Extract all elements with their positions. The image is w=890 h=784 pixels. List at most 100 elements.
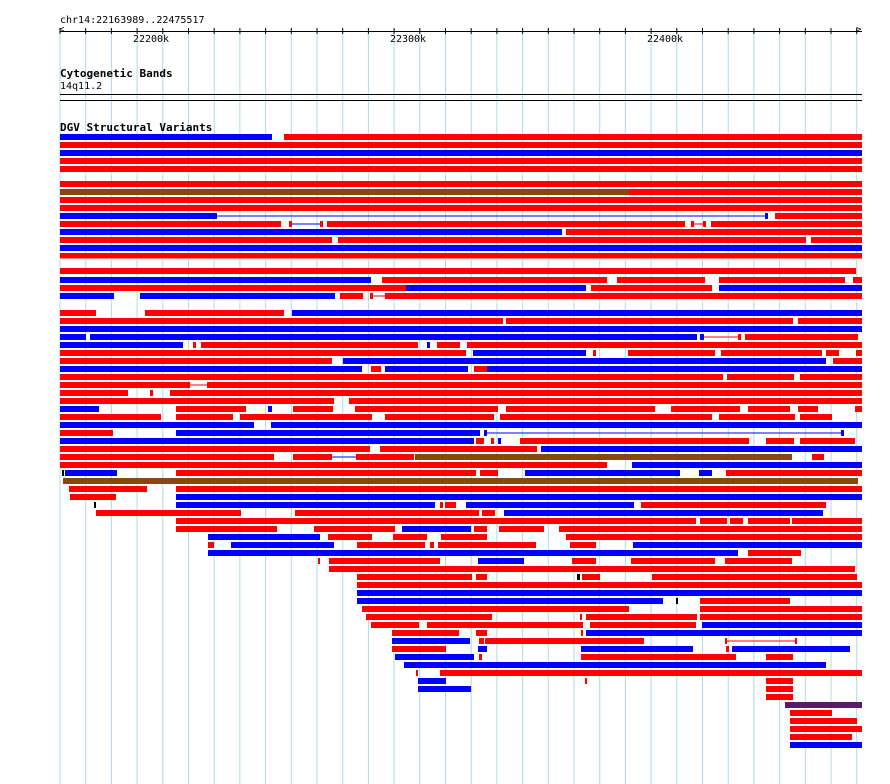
gain-variant <box>176 494 862 500</box>
loss-variant <box>176 518 696 524</box>
loss-variant <box>380 446 537 452</box>
loss-variant <box>371 622 419 628</box>
loss-variant <box>356 454 414 460</box>
loss-variant <box>725 558 792 564</box>
loss-variant <box>474 526 487 532</box>
loss-variant <box>500 414 712 420</box>
loss-variant <box>730 518 743 524</box>
gain-variant <box>484 430 487 436</box>
loss-variant <box>362 606 629 612</box>
loss-variant <box>766 694 793 700</box>
loss-variant <box>150 390 153 396</box>
gain-variant <box>699 470 712 476</box>
ruler-tick-label-22300k: 22300k <box>389 34 427 45</box>
loss-variant <box>440 502 443 508</box>
cytoband-line-top[interactable] <box>60 94 862 95</box>
loss-variant <box>719 414 795 420</box>
loss-variant <box>795 638 797 644</box>
gain-variant <box>541 446 862 452</box>
loss-variant <box>60 181 862 187</box>
loss-variant <box>366 614 492 620</box>
gain-variant <box>404 662 826 668</box>
gain-variant <box>65 470 117 476</box>
cytoband-line-bottom[interactable] <box>60 100 862 101</box>
loss-variant <box>711 221 862 227</box>
ruler-right-arrow[interactable]: > <box>856 25 862 35</box>
gain-variant <box>719 285 862 291</box>
gain-variant <box>498 438 501 444</box>
loss-variant <box>631 558 715 564</box>
loss-variant <box>775 213 862 219</box>
loss-variant <box>480 470 498 476</box>
loss-variant <box>355 406 498 412</box>
loss-variant <box>853 277 862 283</box>
loss-variant <box>700 598 790 604</box>
loss-variant <box>60 430 113 436</box>
loss-variant <box>476 438 484 444</box>
gain-variant <box>633 542 862 548</box>
dgv-track-title: DGV Structural Variants <box>60 121 213 134</box>
gain-variant <box>60 150 862 156</box>
loss-variant <box>476 630 487 636</box>
loss-variant <box>766 438 794 444</box>
gain-variant <box>504 510 823 516</box>
loss-variant <box>329 566 566 572</box>
loss-variant <box>719 277 845 283</box>
loss-variant <box>60 166 862 172</box>
gain-variant <box>60 293 114 299</box>
gain-variant <box>418 686 471 692</box>
loss-variant <box>691 221 694 227</box>
loss-variant <box>60 158 862 164</box>
gain-variant <box>60 422 254 428</box>
loss-variant <box>628 350 715 356</box>
inversion-variant <box>415 454 792 460</box>
loss-variant <box>357 542 425 548</box>
loss-variant <box>726 646 729 652</box>
ruler-tick-label-22200k: 22200k <box>132 34 170 45</box>
loss-variant <box>766 654 793 660</box>
loss-variant <box>629 189 862 195</box>
loss-variant <box>293 406 333 412</box>
gain-variant <box>271 422 862 428</box>
variant-marker <box>577 574 580 580</box>
loss-variant <box>193 342 196 348</box>
loss-variant <box>570 542 596 548</box>
loss-variant <box>201 342 418 348</box>
inversion-variant <box>60 189 629 195</box>
gain-variant <box>343 358 826 364</box>
inversion-variant <box>63 478 858 484</box>
gain-variant <box>841 430 844 436</box>
loss-variant <box>582 574 600 580</box>
loss-variant <box>293 454 332 460</box>
loss-variant <box>467 342 862 348</box>
loss-variant <box>700 614 862 620</box>
gain-variant <box>208 550 738 556</box>
loss-variant <box>800 374 862 380</box>
ruler-left-arrow[interactable]: < <box>59 25 65 35</box>
loss-variant <box>586 614 697 620</box>
loss-variant <box>826 350 839 356</box>
gain-variant <box>60 245 862 251</box>
gain-variant <box>427 342 430 348</box>
gain-variant <box>60 438 474 444</box>
loss-variant <box>479 638 484 644</box>
loss-variant <box>445 502 456 508</box>
loss-variant <box>418 462 607 468</box>
loss-variant <box>170 390 862 396</box>
loss-variant <box>641 502 826 508</box>
loss-variant <box>385 293 862 299</box>
loss-variant <box>318 558 320 564</box>
gain-variant <box>392 638 470 644</box>
loss-variant <box>580 614 582 620</box>
loss-variant <box>479 654 482 660</box>
loss-variant <box>437 342 460 348</box>
gain-variant <box>60 213 217 219</box>
loss-variant <box>485 638 644 644</box>
loss-variant <box>700 606 862 612</box>
loss-variant <box>60 310 96 316</box>
gain-variant <box>60 229 562 235</box>
loss-variant <box>766 686 793 692</box>
loss-variant <box>766 678 793 684</box>
